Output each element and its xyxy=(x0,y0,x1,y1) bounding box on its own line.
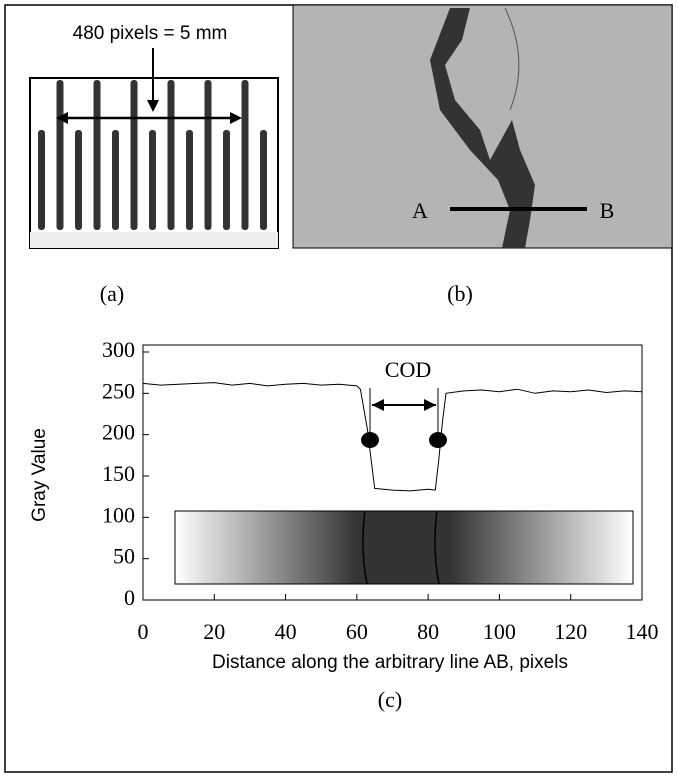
arrow-head xyxy=(230,112,242,124)
y-tick-label: 200 xyxy=(102,420,135,445)
ruler-tick xyxy=(149,130,156,230)
y-tick-label: 100 xyxy=(102,502,135,527)
x-tick-label: 40 xyxy=(275,619,297,644)
panel-label: (c) xyxy=(378,687,402,712)
y-tick-label: 300 xyxy=(102,337,135,362)
ruler-tick xyxy=(56,80,64,230)
x-tick-label: 100 xyxy=(483,619,516,644)
crack-frame xyxy=(292,4,673,249)
x-axis-label: Distance along the arbitrary line AB, pi… xyxy=(212,652,568,673)
arrow-head xyxy=(424,399,436,411)
ruler-tick xyxy=(38,130,45,230)
point-label: B xyxy=(600,198,615,223)
profile-strip xyxy=(174,510,634,585)
y-tick-label: 0 xyxy=(124,585,135,610)
data-line xyxy=(142,382,643,492)
ruler-tick xyxy=(241,80,249,230)
ruler-tick xyxy=(204,80,212,230)
ruler-tick xyxy=(112,130,119,230)
arrow-head xyxy=(56,112,68,124)
ruler-tick xyxy=(93,80,101,230)
ruler-tick xyxy=(75,130,82,230)
ruler-tick xyxy=(260,130,267,230)
ruler-tick xyxy=(167,80,175,230)
ruler-tick xyxy=(186,130,193,230)
point-label: A xyxy=(412,198,428,223)
ruler-tick xyxy=(130,80,138,230)
y-tick-label: 50 xyxy=(113,544,135,569)
x-tick-label: 20 xyxy=(203,619,225,644)
crack-image xyxy=(292,4,673,249)
x-tick-label: 0 xyxy=(138,619,149,644)
panel-label: (a) xyxy=(100,281,124,306)
arrow-head xyxy=(372,399,384,411)
crack xyxy=(430,8,535,248)
scale-label: 480 pixels = 5 mm xyxy=(73,23,228,44)
x-tick-label: 120 xyxy=(554,619,587,644)
x-tick-label: 80 xyxy=(417,619,439,644)
y-tick-label: 250 xyxy=(102,378,135,403)
cod-point xyxy=(361,432,379,448)
plot-frame xyxy=(142,344,643,601)
arrow-head xyxy=(147,100,159,112)
ruler-tick xyxy=(223,130,230,230)
gradient-inset xyxy=(174,510,634,585)
panel-label: (b) xyxy=(447,281,473,306)
x-tick-label: 140 xyxy=(626,619,659,644)
y-axis-label: Gray Value xyxy=(29,428,50,522)
annotation: COD xyxy=(385,357,431,382)
y-tick-label: 150 xyxy=(102,461,135,486)
cod-point xyxy=(429,432,447,448)
ruler-edge xyxy=(30,232,278,248)
x-tick-label: 60 xyxy=(346,619,368,644)
crack-branch xyxy=(504,7,520,111)
crack-edge xyxy=(362,510,440,585)
